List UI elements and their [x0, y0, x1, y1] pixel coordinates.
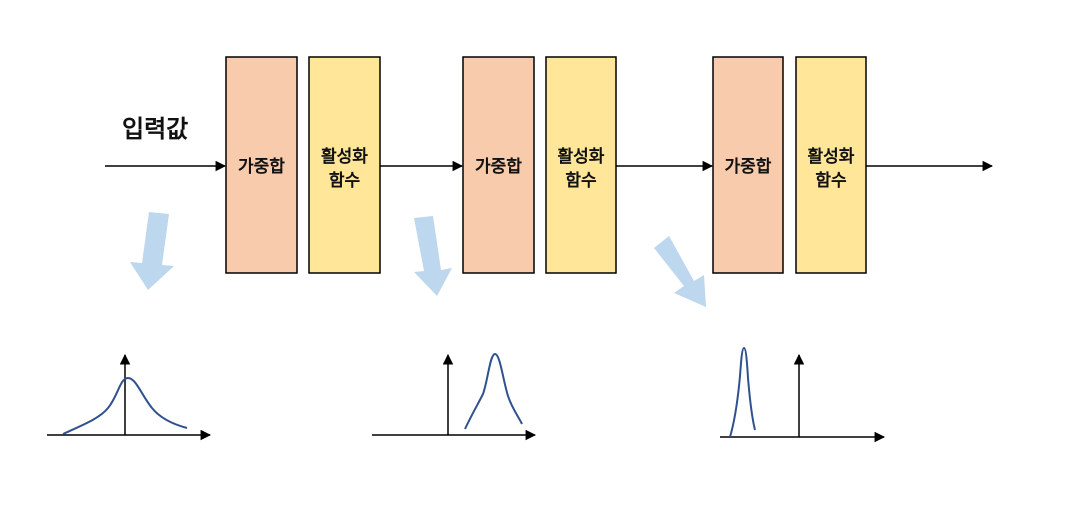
activation-function-label-line1: 활성화 — [321, 146, 368, 167]
callout-arrow-3 — [654, 236, 706, 307]
activation-function-box — [795, 56, 867, 274]
weighted-sum-box — [712, 56, 784, 274]
distribution-plot-1 — [47, 353, 212, 441]
stage-1: 가중합 활성화 함수 — [225, 56, 381, 274]
input-label: 입력값 — [122, 115, 188, 143]
distribution-plot-3 — [720, 346, 886, 443]
weighted-sum-label: 가중합 — [238, 156, 285, 177]
callout-arrow-2 — [414, 216, 452, 296]
weighted-sum-label: 가중합 — [475, 156, 522, 177]
weighted-sum-label: 가중합 — [725, 156, 772, 177]
activation-function-box — [545, 56, 617, 274]
stage-2: 가중합 활성화 함수 — [462, 56, 617, 274]
activation-function-label-line1: 활성화 — [808, 146, 855, 167]
activation-function-label-line2: 함수 — [815, 170, 847, 191]
callout-arrows — [130, 212, 706, 307]
callout-arrow-1 — [130, 212, 174, 290]
activation-function-label-line1: 활성화 — [558, 146, 605, 167]
weighted-sum-box — [462, 56, 535, 274]
activation-function-box — [308, 56, 381, 274]
distribution-plot-2 — [372, 352, 537, 441]
stage-3: 가중합 활성화 함수 — [712, 56, 867, 274]
activation-function-label-line2: 함수 — [329, 170, 361, 191]
distribution-curve — [62, 376, 188, 435]
weighted-sum-box — [225, 56, 298, 274]
distribution-curve — [464, 352, 523, 430]
activation-function-label-line2: 함수 — [565, 170, 597, 191]
distribution-curve — [729, 346, 756, 438]
